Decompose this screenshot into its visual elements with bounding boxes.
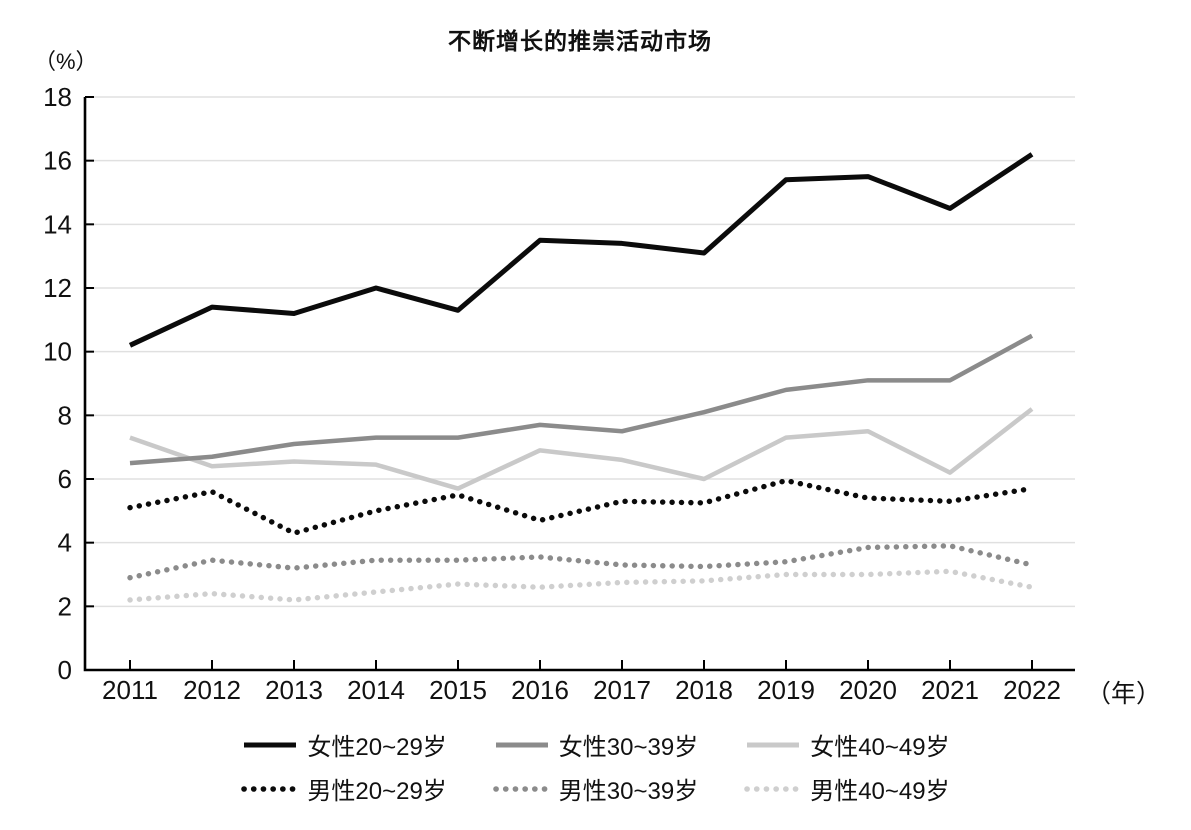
x-axis-unit-label: （年） [1086,680,1162,708]
line-chart-plot: 0 2 4 6 8 10 12 14 16 18 2011 2012 2013 2014 2015 2016 2… [43,82,1075,705]
series-line-3 [127,477,1035,536]
legend-label: 男性20~29岁 [307,778,447,805]
x-tick-label: 2012 [183,675,241,705]
y-tick-label: 6 [58,464,72,494]
x-tick-label: 2019 [757,675,815,705]
y-tick-label: 18 [43,82,72,112]
legend-label: 女性40~49岁 [810,734,950,761]
axis-lines [83,97,1075,672]
x-tick-label: 2017 [593,675,651,705]
series-line-2 [129,407,1034,491]
legend-item-4: 男性30~39岁 [492,771,699,806]
legend-line-sample-solid [495,742,548,747]
series-line-5 [127,568,1035,603]
legend-line-sample-solid [747,742,800,747]
y-tick-label: 2 [58,591,72,621]
legend-item-0: 女性20~29岁 [241,727,447,762]
legend-label: 女性20~29岁 [307,734,447,761]
legend-label: 女性30~39岁 [558,734,699,761]
legend-line-sample-solid [244,742,297,747]
legend-line-sample-dotted [241,785,300,792]
y-tick-label: 0 [58,655,72,685]
x-tick-label: 2016 [511,675,569,705]
y-tick-label: 10 [43,337,72,367]
x-tick-label: 2014 [347,675,405,705]
legend-label: 男性30~39岁 [558,778,699,805]
y-tick-label: 14 [43,209,72,239]
series-line-4 [127,543,1035,581]
legend-item-2: 女性40~49岁 [744,727,950,762]
y-tick-label: 16 [43,146,72,176]
x-tick-label: 2021 [921,675,979,705]
series-line-1 [129,333,1034,466]
legend-line-sample-dotted [492,785,551,792]
y-tick-label: 12 [43,273,72,303]
legend-item-3: 男性20~29岁 [241,771,447,806]
x-tick-label: 2020 [839,675,897,705]
x-tick-label: 2022 [1003,675,1061,705]
x-tick-label: 2015 [429,675,487,705]
x-tick-label: 2011 [102,675,158,705]
chart-title: 不断增长的推崇活动市场 [448,28,712,54]
series-line-0 [128,152,1034,348]
legend-row: 女性20~29岁 女性30~39岁 女性40~49岁 [241,727,950,762]
x-tick-label: 2013 [265,675,323,705]
chart-legend: 女性20~29岁 女性30~39岁 女性40~49岁男性20~29岁 男性30~39岁… [0,727,1191,806]
legend-row: 男性20~29岁 男性30~39岁 男性40~49岁 [241,771,950,806]
legend-label: 男性40~49岁 [810,778,950,805]
y-axis-unit-label: （%） [34,49,98,74]
y-tick-label: 4 [58,528,72,558]
x-tick-label: 2018 [675,675,733,705]
legend-line-sample-dotted [744,785,803,792]
y-tick-label: 8 [58,400,72,430]
legend-item-5: 男性40~49岁 [744,771,950,806]
legend-item-1: 女性30~39岁 [493,727,698,762]
